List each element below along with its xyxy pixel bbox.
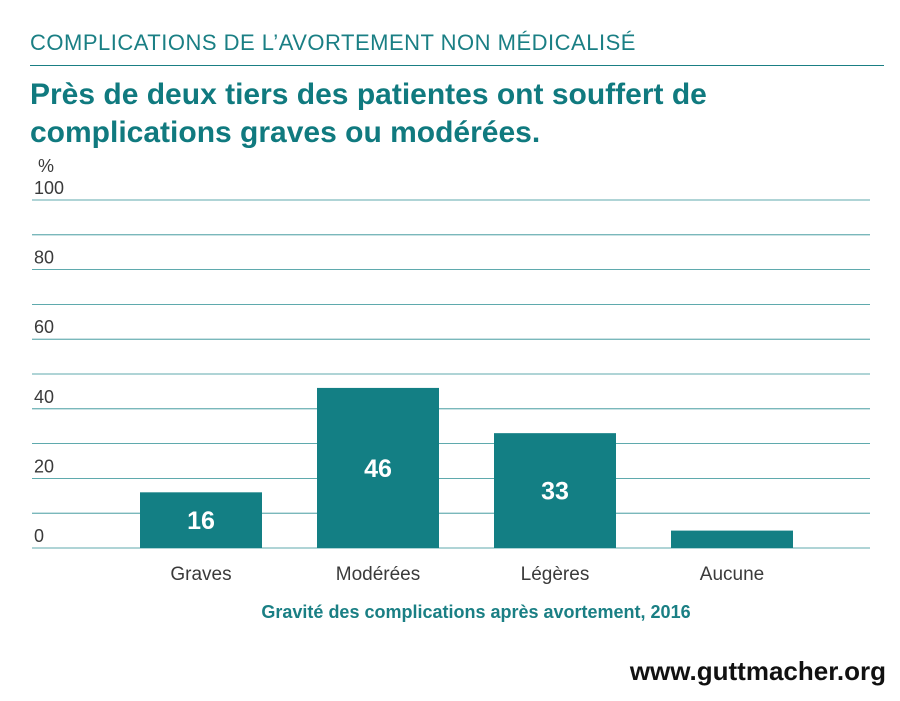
y-tick-label: 60 [34, 317, 54, 337]
y-tick-label: 80 [34, 248, 54, 268]
x-tick-label: Modérées [336, 564, 421, 585]
bar-value-label: 33 [541, 478, 569, 506]
x-tick-label: Légères [521, 564, 590, 585]
x-tick-label: Aucune [700, 564, 764, 585]
y-axis-label: % [38, 156, 54, 176]
x-axis-title: Gravité des complications après avorteme… [261, 602, 690, 622]
bar-value-label: 16 [187, 507, 215, 535]
y-tick-label: 20 [34, 456, 54, 476]
y-tick-label: 100 [34, 178, 64, 198]
bar [317, 387, 439, 548]
chart-headline: Près de deux tiers des patientes ont sou… [30, 78, 707, 149]
bar-value-label: 46 [364, 455, 392, 483]
header-divider [30, 65, 884, 66]
bar [671, 530, 793, 548]
website-url: www.guttmacher.org [629, 656, 886, 686]
bar [140, 492, 262, 548]
y-tick-label: 0 [34, 526, 44, 546]
bar [494, 433, 616, 548]
y-tick-label: 40 [34, 387, 54, 407]
x-tick-label: Graves [170, 564, 231, 585]
chart-kicker: COMPLICATIONS DE L’AVORTEMENT NON MÉDICA… [30, 30, 636, 55]
